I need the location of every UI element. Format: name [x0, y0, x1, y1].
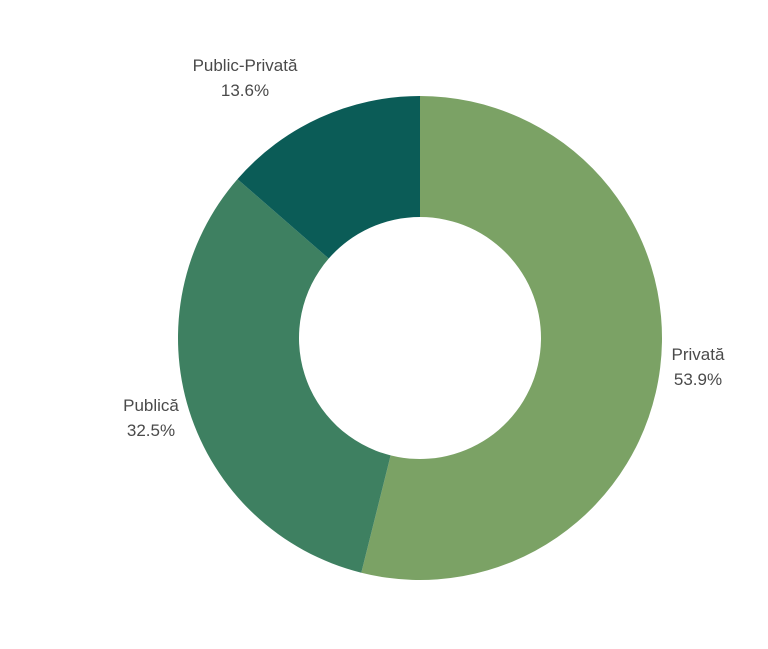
slice-value-label: 13.6%	[221, 81, 269, 100]
slice-value-label: 53.9%	[674, 370, 722, 389]
slice-label: Publică	[123, 396, 179, 415]
slice-label-group: Public-Privată 13.6%	[193, 56, 298, 100]
slice-label-group: Publică 32.5%	[123, 396, 179, 440]
slice-publică	[178, 179, 391, 573]
slice-label: Public-Privată	[193, 56, 298, 75]
slice-public-privată	[237, 96, 420, 259]
slice-label: Privată	[672, 345, 725, 364]
slice-privată	[361, 96, 663, 581]
slice-label-group: Privată 53.9%	[672, 345, 725, 389]
slice-value-label: 32.5%	[127, 421, 175, 440]
